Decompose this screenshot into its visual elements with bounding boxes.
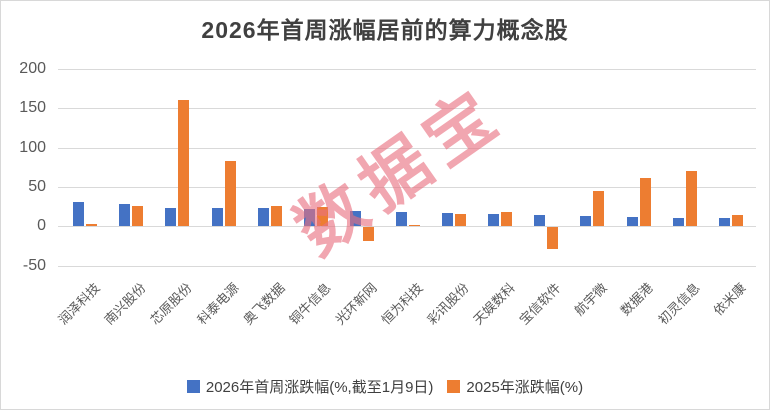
bar-series2-1 [132,205,144,227]
bar-series2-11 [593,190,605,227]
chart-title: 2026年首周涨幅居前的算力概念股 [201,17,569,43]
bar-series2-8 [455,214,467,227]
gridline-100 [58,147,756,149]
legend-label-2026: 2026年首周涨跌幅(%,截至1月9日) [205,379,434,396]
y-axis-tick-label: 0 [37,217,46,235]
x-axis-category-label: 彩讯股份 [424,280,472,328]
legend-swatch-blue-icon [186,380,200,393]
gridline-0 [58,226,756,228]
x-axis-category-label: 奥飞数据 [240,280,288,328]
x-axis-category-label: 数据港 [618,280,657,319]
bar-series1-0 [73,201,85,227]
bar-series1-5 [303,208,315,227]
bar-series2-13 [685,171,697,227]
y-axis-tick-label: 100 [19,138,46,156]
bar-series2-10 [547,227,559,250]
bar-series1-6 [349,211,361,227]
bar-series1-9 [488,214,500,227]
bar-series1-11 [580,216,592,227]
bar-series1-13 [672,217,684,227]
x-axis-category-label: 天娱数科 [470,280,518,328]
x-axis-category-label: 恒为科技 [378,280,426,328]
x-axis-category-label: 光环新网 [332,280,380,328]
bar-series2-0 [86,223,98,227]
bar-series1-3 [211,208,223,227]
bar-series2-4 [270,205,282,227]
y-axis-tick-label: -50 [22,256,46,274]
bar-series1-2 [165,208,177,227]
gridline--50 [58,265,756,267]
legend-item-2025: 2025年涨跌幅(%) [447,376,583,397]
x-axis-category-label: 宝信软件 [516,280,565,328]
bar-series2-5 [316,206,328,227]
bar-series2-3 [224,161,236,227]
x-axis-category-label: 依米康 [710,280,749,319]
x-axis-category-label: 南兴股份 [101,280,150,328]
legend-swatch-orange-icon [447,380,461,393]
bar-series1-1 [119,204,131,227]
bar-series2-14 [731,215,743,227]
bar-series2-6 [362,227,374,242]
bar-series1-10 [534,215,546,227]
x-axis-category-label: 航宇微 [571,280,611,319]
gridline-50 [58,186,756,188]
y-axis-tick-label: 50 [28,177,46,195]
y-axis-tick-label: 200 [19,60,46,77]
bar-series1-4 [257,208,269,227]
gridline-200 [58,69,756,70]
legend-label-2025: 2025年涨跌幅(%) [466,379,584,396]
x-axis-category-label: 润泽科技 [55,280,104,328]
bar-series1-8 [442,212,454,227]
x-axis-category-label: 初灵信息 [654,280,703,328]
bar-series2-2 [178,99,190,227]
bar-series2-9 [501,212,513,227]
bar-series2-7 [408,224,420,227]
x-axis-category-label: 芯原股份 [147,280,196,328]
y-axis-tick-label: 150 [19,99,46,117]
bar-series2-12 [639,177,651,227]
watermark: 数据宝 [282,73,518,270]
legend: 2026年首周涨跌幅(%,截至1月9日) 2025年涨跌幅(%) [1,376,769,397]
bar-series1-12 [626,216,638,227]
x-axis-category-label: 铜牛信息 [286,280,334,328]
legend-item-2026: 2026年首周涨跌幅(%,截至1月9日) [186,376,434,397]
bar-series1-7 [395,212,407,227]
x-axis-category-label: 科泰电源 [193,280,242,328]
bar-series1-14 [718,218,730,227]
gridline-150 [58,108,756,110]
